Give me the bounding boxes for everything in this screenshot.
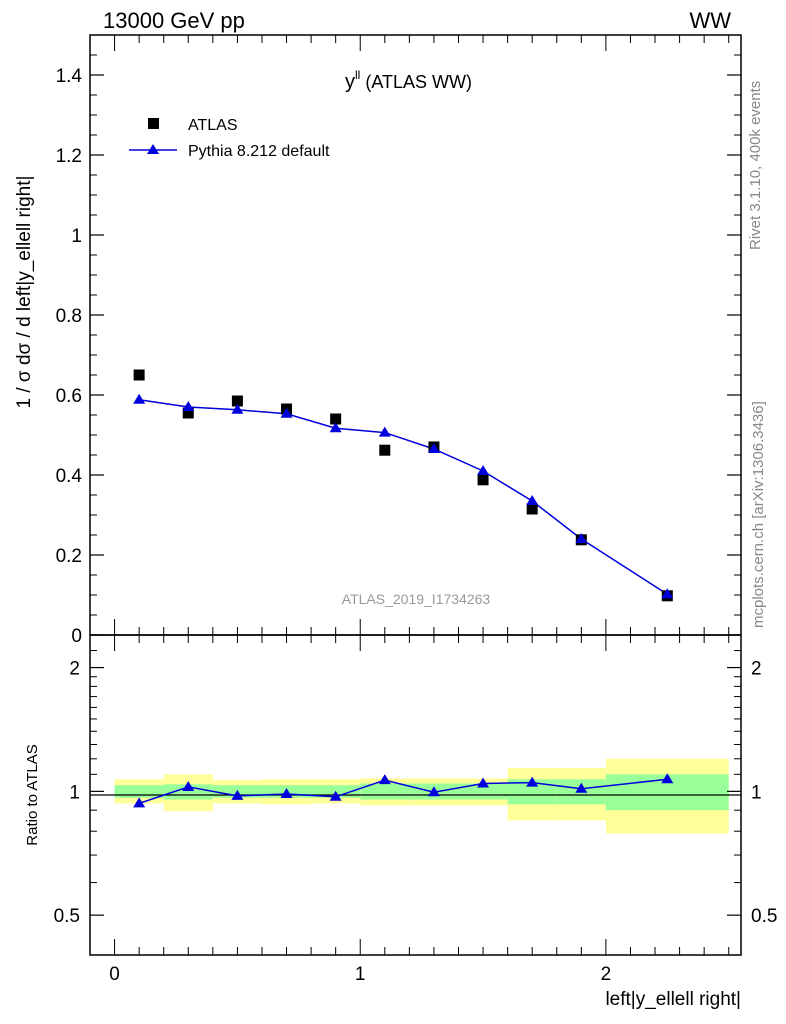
ratio-inner-band <box>114 785 164 798</box>
ratio-axis-ticks: 0.5 0.5 1 1 2 2 0 1 2 <box>54 634 777 985</box>
pythia-data-point <box>427 443 440 453</box>
legend: ATLAS Pythia 8.212 default <box>129 117 330 160</box>
ratio-y-tick-label-right: 1 <box>751 782 762 803</box>
ratio-pythia-point <box>575 782 588 793</box>
ratio-pythia-point <box>182 780 195 791</box>
pythia-data-point <box>477 465 490 475</box>
ratio-y-tick-label-right: 0.5 <box>751 906 777 927</box>
ratio-data-layer <box>133 773 674 808</box>
ratio-pythia-point <box>378 774 391 785</box>
atlas-data-point <box>330 413 342 425</box>
ratio-pythia-point <box>329 790 342 801</box>
main-title-superscript: ll <box>355 68 360 82</box>
main-title: yll (ATLAS WW) <box>345 68 472 93</box>
main-y-axis-label: 1 / σ dσ / d left|y_ellell right| <box>14 176 35 409</box>
atlas-data-point <box>182 407 194 419</box>
ratio-inner-band <box>163 784 213 800</box>
rivet-version-label: Rivet 3.1.10, 400k events <box>747 81 764 250</box>
header-right-label: WW <box>689 8 731 33</box>
pythia-data-point <box>133 393 146 404</box>
main-y-tick-label: 1 <box>71 226 82 247</box>
main-y-tick-label: 0.6 <box>56 386 82 407</box>
ratio-pythia-point <box>427 786 440 797</box>
ratio-y-axis-label: Ratio to ATLAS <box>24 744 41 845</box>
pythia-data-point <box>231 403 244 414</box>
legend-pythia-marker <box>147 144 159 154</box>
ratio-pythia-point <box>526 776 539 787</box>
pythia-line <box>139 399 668 595</box>
main-title-rest: (ATLAS WW) <box>360 72 472 92</box>
ratio-uncertainty-bands <box>114 758 729 834</box>
mcplots-source-label: mcplots.cern.ch [arXiv:1306.3436] <box>750 401 767 628</box>
main-y-tick-label: 1.2 <box>56 146 82 167</box>
main-axis-ticks: 0 0.2 0.4 0.6 0.8 1 1.2 1.4 <box>56 34 741 647</box>
header-left-label: 13000 GeV pp <box>103 8 245 33</box>
ratio-pythia-point <box>231 789 244 800</box>
pythia-data-point <box>280 407 293 418</box>
x-axis-label: left|y_ellell right| <box>605 989 741 1010</box>
ratio-y-tick-label-right: 2 <box>751 659 762 680</box>
pythia-data-point <box>575 533 588 543</box>
main-data-layer <box>133 369 674 602</box>
ratio-y-tick-label-left: 1 <box>69 782 80 803</box>
x-tick-label: 0 <box>109 964 120 985</box>
ratio-y-tick-label-left: 0.5 <box>54 906 80 927</box>
pythia-data-point <box>329 422 342 433</box>
legend-pythia-label: Pythia 8.212 default <box>188 143 330 160</box>
atlas-data-point <box>477 474 489 486</box>
pythia-data-point <box>182 401 195 411</box>
ratio-pythia-point <box>477 777 490 788</box>
atlas-data-point <box>231 395 243 407</box>
atlas-data-point <box>379 444 391 456</box>
main-y-tick-label: 1.4 <box>56 66 83 87</box>
main-y-tick-label: 0 <box>71 626 82 647</box>
main-y-tick-label: 0.8 <box>56 306 82 327</box>
main-y-tick-label: 0.4 <box>56 466 83 487</box>
ratio-pythia-point <box>133 797 146 808</box>
analysis-watermark: ATLAS_2019_I1734263 <box>342 591 491 607</box>
main-y-tick-label: 0.2 <box>56 546 82 567</box>
ratio-pythia-point <box>280 788 293 799</box>
atlas-data-point <box>526 503 538 515</box>
x-tick-label: 2 <box>601 964 612 985</box>
ratio-y-tick-label-left: 2 <box>69 659 80 680</box>
x-tick-label: 1 <box>355 964 366 985</box>
ratio-panel-frame <box>89 634 742 956</box>
pythia-data-point <box>378 426 391 437</box>
pythia-data-point <box>661 588 674 599</box>
main-title-symbol: y <box>345 71 355 93</box>
legend-atlas-marker <box>148 118 159 129</box>
legend-atlas-label: ATLAS <box>188 117 238 134</box>
atlas-data-point <box>133 369 145 381</box>
pythia-data-point <box>526 495 539 505</box>
